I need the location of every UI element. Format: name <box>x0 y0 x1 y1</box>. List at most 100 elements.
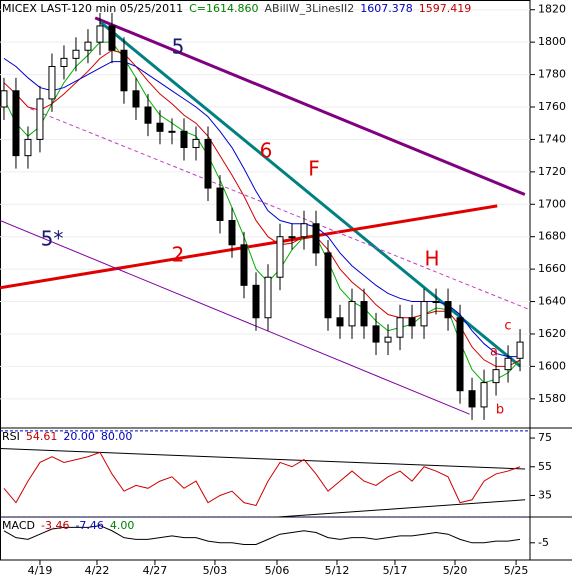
y-tick-label: 1680 <box>538 230 566 243</box>
trend-line <box>0 220 470 415</box>
candle-body <box>384 336 392 343</box>
y-tick-label: 1800 <box>538 35 566 48</box>
panel <box>0 9 530 420</box>
candle-body <box>192 138 200 149</box>
candle-body <box>132 90 140 108</box>
panel-title: MACD <box>2 519 35 532</box>
candle-body <box>504 357 512 371</box>
candle-body <box>300 223 308 238</box>
candle-body <box>168 130 176 133</box>
legend-entry: 80.00 <box>101 430 133 443</box>
y-tick-label: 1820 <box>538 3 566 16</box>
annotation: 5 <box>172 35 185 59</box>
y-tick-label: 1600 <box>538 359 566 372</box>
annotation: F <box>308 157 320 181</box>
candle-body <box>492 369 500 384</box>
candle-body <box>72 49 80 59</box>
trend-line <box>0 204 498 290</box>
candle-body <box>180 130 188 149</box>
panel-title: RSI <box>2 430 20 443</box>
y-tick-label: 55 <box>538 460 552 473</box>
legend-entry: C=1614.860 <box>189 2 258 15</box>
candle-body <box>420 301 428 327</box>
candle-body <box>456 317 464 392</box>
candle-body <box>372 325 380 343</box>
trend-line <box>30 108 530 311</box>
y-tick-label: 1760 <box>538 100 566 113</box>
y-tick-label: 1620 <box>538 327 566 340</box>
candle-body <box>312 223 320 254</box>
x-tick-label: 5/20 <box>443 564 468 577</box>
candle-body <box>480 382 488 408</box>
candle-body <box>0 90 8 108</box>
trend-line <box>270 499 526 517</box>
candle-body <box>252 284 260 319</box>
candle-body <box>144 106 152 124</box>
candle-body <box>48 65 56 100</box>
y-tick-label: 1700 <box>538 197 566 210</box>
legend-entry: 4.00 <box>110 519 135 532</box>
legend-entry: -7.46 <box>75 519 103 532</box>
x-tick-label: 4/19 <box>28 564 53 577</box>
candle-body <box>264 276 272 319</box>
candle-body <box>156 122 164 132</box>
candle-body <box>12 90 20 157</box>
series-line <box>3 451 521 507</box>
candle-body <box>36 98 44 140</box>
series-line <box>3 41 521 384</box>
candle-body <box>120 49 128 92</box>
candle-body <box>240 244 248 286</box>
annotation: a <box>490 345 498 360</box>
candle-body <box>96 25 104 43</box>
candle-body <box>324 252 332 319</box>
x-tick-label: 5/12 <box>325 564 350 577</box>
candle-body <box>348 301 356 327</box>
annotation: 6 <box>260 139 273 163</box>
x-tick-label: 5/17 <box>383 564 408 577</box>
candle-body <box>60 57 68 67</box>
candle-body <box>468 390 476 408</box>
trend-line <box>0 448 526 470</box>
y-tick-label: 35 <box>538 488 552 501</box>
annotation: 5* <box>41 227 64 251</box>
legend-entry: 20.00 <box>63 430 95 443</box>
series-line <box>3 49 521 367</box>
x-tick-label: 5/25 <box>504 564 529 577</box>
annotation: c <box>504 319 511 334</box>
trend-line <box>94 16 526 196</box>
x-tick-label: 4/22 <box>85 564 110 577</box>
candle-body <box>24 138 32 157</box>
annotation: H <box>424 247 439 271</box>
legend-entry: -3.46 <box>41 519 69 532</box>
candle-body <box>360 301 368 327</box>
annotation: b <box>496 403 504 418</box>
candle-body <box>276 236 284 278</box>
annotation: 2 <box>172 243 185 267</box>
y-tick-label: 1640 <box>538 295 566 308</box>
x-tick-label: 5/06 <box>265 564 290 577</box>
y-tick-label: 1660 <box>538 262 566 275</box>
candle-body <box>84 41 92 51</box>
candle-body <box>216 187 224 221</box>
panel <box>0 430 530 517</box>
panel-title: MICEX LAST-120 min 05/25/2011 <box>2 2 183 15</box>
y-tick-label: 75 <box>538 431 552 444</box>
y-tick-label: -5 <box>538 536 549 549</box>
y-tick-label: 1720 <box>538 165 566 178</box>
legend-entry: 54.61 <box>26 430 58 443</box>
x-tick-label: 4/27 <box>143 564 168 577</box>
legend-entry: 1607.378 <box>360 2 413 15</box>
y-tick-label: 1580 <box>538 392 566 405</box>
candle-body <box>396 317 404 338</box>
x-tick-label: 5/03 <box>203 564 228 577</box>
candle-body <box>444 301 452 319</box>
candle-body <box>516 341 524 359</box>
legend-entry: ABillW_3LinesII2 <box>265 2 355 15</box>
candle-body <box>336 317 344 327</box>
panel <box>3 525 521 546</box>
candle-body <box>408 317 416 327</box>
candle-body <box>228 219 236 246</box>
candle-body <box>432 301 440 304</box>
legend-entry: 1597.419 <box>419 2 472 15</box>
